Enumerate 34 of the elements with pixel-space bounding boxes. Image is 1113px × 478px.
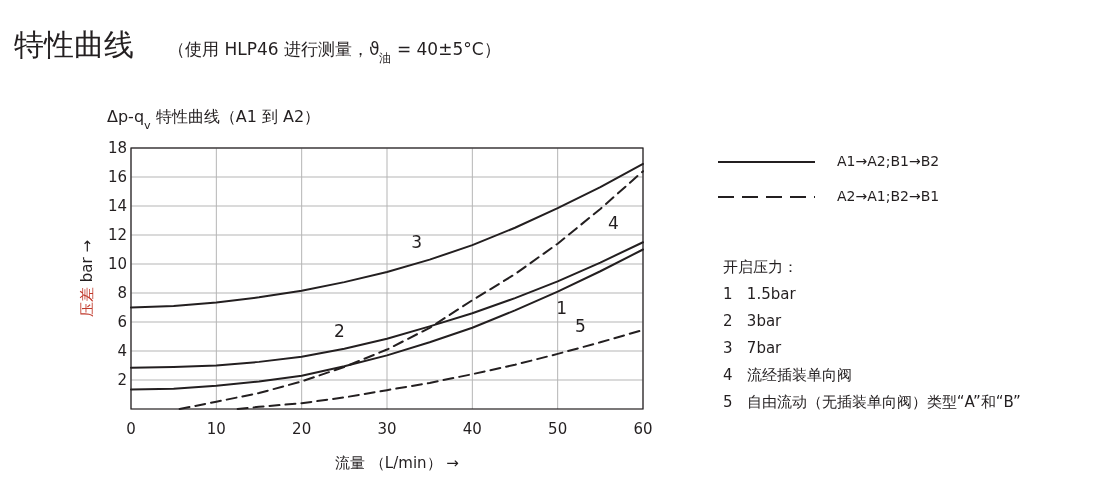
text: 1 1.5bar (723, 285, 797, 303)
series-label: 2 (333, 320, 345, 341)
x-tick-label: 20 (292, 420, 312, 438)
x-tick-label: 30 (377, 420, 397, 438)
text: A1→A2;B1→B2 (837, 153, 940, 169)
y-tick-label: 16 (107, 168, 127, 186)
series-label: 4 (607, 212, 619, 233)
series-label: 1 (556, 297, 568, 318)
y-tick-label: 14 (107, 197, 127, 215)
x-tick-label: 50 (548, 420, 568, 438)
series-label: 3 (411, 231, 423, 252)
x-axis-title: 流量 （L/min） → (335, 454, 459, 472)
x-tick-label: 60 (633, 420, 653, 438)
y-tick-label: 4 (117, 342, 127, 360)
chart-subtitle: （使用 HLP46 进行测量，ϑ$_{油}$ = 40±5°C） (168, 39, 501, 65)
y-tick-label: 10 (107, 255, 127, 273)
y-axis-title: 压差 bar → (78, 239, 96, 318)
x-tick-label: 10 (206, 420, 226, 438)
y-tick-label: 18 (107, 139, 127, 157)
y-tick-label: 6 (117, 313, 127, 331)
chart-title: 特性曲线 (14, 27, 134, 62)
y-tick-label: 8 (117, 284, 127, 302)
text: 5 自由流动（无插装单向阀）类型“A”和“B” (723, 393, 1021, 411)
text: A2→A1;B2→B1 (837, 188, 940, 204)
text: 4 流经插装单向阀 (723, 366, 852, 384)
series-label: 5 (574, 316, 586, 337)
text: 3 7bar (723, 339, 783, 357)
y-tick-label: 12 (107, 226, 127, 244)
y-tick-label: 2 (117, 371, 127, 389)
text: 2 3bar (723, 312, 783, 330)
text: 开启压力： (723, 258, 798, 276)
x-tick-label: 40 (462, 420, 482, 438)
text: Δp-q$_{v}$ 特性曲线（A1 到 A2） (107, 107, 321, 132)
x-tick-label: 0 (126, 420, 136, 438)
